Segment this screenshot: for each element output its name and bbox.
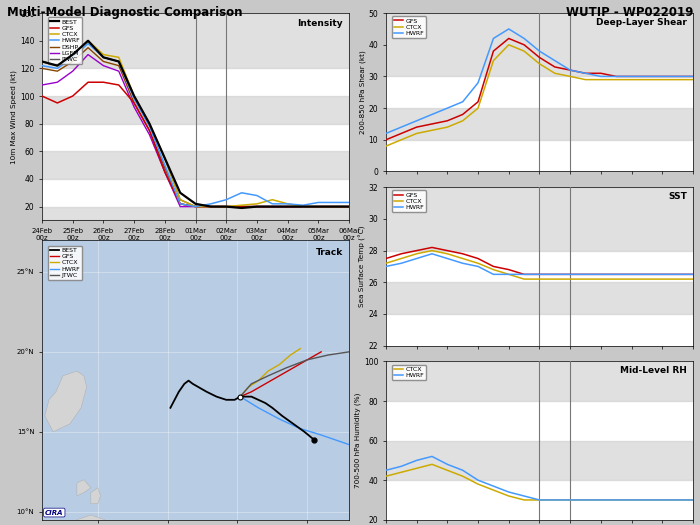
Bar: [42, 207, 349, 220]
Legend: BEST, GFS, CTCX, HWRF, DSHP, LGEM, JTWC: BEST, GFS, CTCX, HWRF, DSHP, LGEM, JTWC: [48, 17, 82, 64]
Text: CIRA: CIRA: [45, 510, 64, 516]
Bar: [386, 361, 693, 401]
Y-axis label: 10m Max Wind Speed (kt): 10m Max Wind Speed (kt): [10, 70, 17, 164]
Polygon shape: [91, 488, 101, 504]
Text: Mid-Level RH: Mid-Level RH: [620, 366, 687, 375]
Bar: [42, 151, 349, 179]
Bar: [386, 282, 693, 314]
Text: WUTIP - WP022019: WUTIP - WP022019: [566, 6, 693, 19]
Polygon shape: [45, 371, 87, 432]
Legend: GFS, CTCX, HWRF: GFS, CTCX, HWRF: [392, 16, 426, 38]
Polygon shape: [77, 480, 91, 496]
Text: Track: Track: [316, 248, 343, 257]
Bar: [386, 187, 693, 250]
Text: SST: SST: [668, 192, 687, 201]
Legend: CTCX, HWRF: CTCX, HWRF: [392, 364, 426, 380]
Legend: GFS, CTCX, HWRF: GFS, CTCX, HWRF: [392, 191, 426, 212]
Legend: BEST, GFS, CTCX, HWRF, JTWC: BEST, GFS, CTCX, HWRF, JTWC: [48, 246, 82, 280]
Bar: [386, 440, 693, 480]
Y-axis label: 700-500 hPa Humidity (%): 700-500 hPa Humidity (%): [354, 393, 361, 488]
Text: Intensity: Intensity: [298, 19, 343, 28]
Bar: [386, 13, 693, 77]
Y-axis label: Sea Surface Temp (°C): Sea Surface Temp (°C): [358, 226, 366, 307]
Polygon shape: [56, 515, 112, 525]
Bar: [42, 13, 349, 68]
Bar: [42, 96, 349, 124]
Text: Deep-Layer Shear: Deep-Layer Shear: [596, 18, 687, 27]
Bar: [386, 108, 693, 140]
Text: Multi-Model Diagnostic Comparison: Multi-Model Diagnostic Comparison: [7, 6, 242, 19]
Y-axis label: 200-850 hPa Shear (kt): 200-850 hPa Shear (kt): [359, 50, 366, 134]
